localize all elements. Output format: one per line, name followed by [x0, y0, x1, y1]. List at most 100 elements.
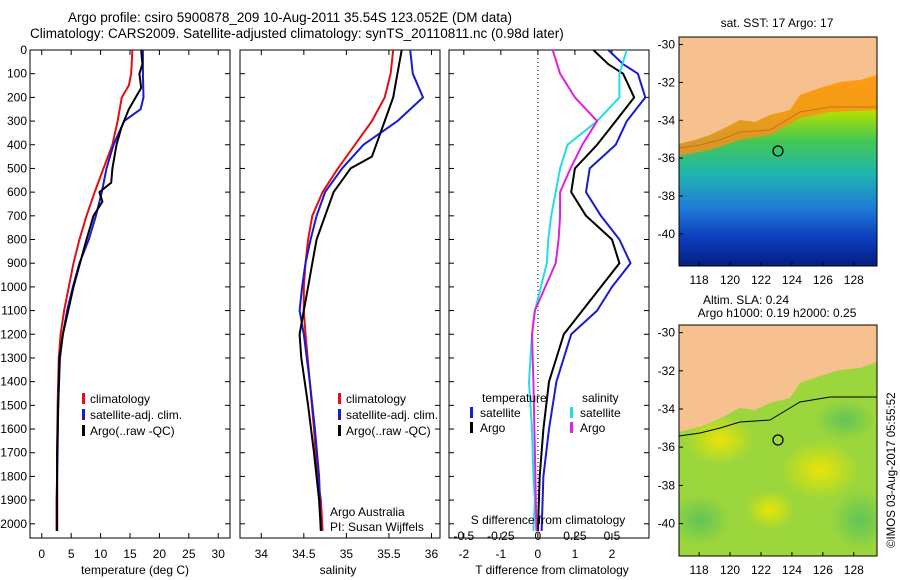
- y-tick-label: 1200: [0, 327, 27, 341]
- x-tick-label: 35: [340, 547, 354, 561]
- salinity-legend: climatology satellite-adj. clim. Argo(..…: [338, 391, 438, 439]
- temperature-legend: climatology satellite-adj. clim. Argo(..…: [82, 391, 182, 439]
- difference-xlabel: T difference from climatology: [475, 563, 629, 577]
- title-line-1: Argo profile: csiro 5900878_209 10-Aug-2…: [68, 10, 513, 25]
- legend-label: satellite-adj. clim.: [90, 408, 183, 422]
- legend-swatch-black: [470, 422, 473, 433]
- map-x-tick-label: 124: [782, 273, 802, 287]
- series-line: [536, 49, 636, 531]
- y-tick-label: 300: [7, 114, 27, 128]
- legend-label: climatology: [90, 392, 151, 406]
- map-x-tick-label: 126: [813, 273, 833, 287]
- map-y-tick-label: -32: [658, 364, 676, 378]
- y-tick-label: 1600: [0, 422, 27, 436]
- x-tick-label: 30: [212, 547, 226, 561]
- y-tick-label: 2000: [0, 517, 27, 531]
- legend-item-climatology: climatology: [338, 391, 438, 407]
- series-line: [298, 49, 403, 531]
- legend-swatch-magenta: [570, 422, 573, 433]
- s-tick-label: -0.5: [453, 529, 474, 543]
- map-x-tick-label: 120: [720, 273, 740, 287]
- legend-title-temperature: temperature: [482, 391, 547, 405]
- legend-swatch-blue: [82, 409, 85, 420]
- x-tick-label: 35.5: [377, 547, 401, 561]
- y-tick-label: 1500: [0, 398, 27, 412]
- x-tick-label: 25: [182, 547, 196, 561]
- legend-label: satellite-adj. clim.: [346, 408, 439, 422]
- x-tick-label: 15: [123, 547, 137, 561]
- y-tick-label: 800: [7, 233, 27, 247]
- difference-legend-salinity: salinity satellite Argo: [570, 391, 621, 436]
- x-tick-label: 0: [38, 547, 45, 561]
- legend-item-t-argo: Argo: [470, 421, 547, 436]
- legend-swatch-black: [82, 425, 85, 436]
- series-line: [56, 49, 144, 531]
- legend-label: Argo: [480, 421, 506, 435]
- legend-item-argo: Argo(..raw -QC): [338, 423, 438, 439]
- legend-item-climatology: climatology: [82, 391, 182, 407]
- map-y-tick-label: -36: [658, 151, 676, 165]
- legend-item-argo: Argo(..raw -QC): [82, 423, 182, 439]
- y-tick-label: 700: [7, 209, 27, 223]
- s-tick-label: 0: [535, 529, 542, 543]
- sla-map-subtitle: Argo h1000: 0.19 h2000: 0.25: [697, 306, 857, 320]
- x-tick-label: 34: [255, 547, 269, 561]
- sla-map-title: Altim. SLA: 0.24: [702, 293, 790, 307]
- sst-argo-marker: [772, 145, 784, 157]
- legend-item-s-argo: Argo: [570, 421, 621, 436]
- sla-map-frame: [678, 324, 878, 557]
- map-y-tick-label: -34: [658, 402, 676, 416]
- map-y-tick-label: -30: [658, 38, 676, 52]
- s-tick-label: 0.25: [563, 529, 587, 543]
- map-y-tick-label: -34: [658, 113, 676, 127]
- map-x-tick-label: 128: [844, 563, 864, 577]
- legend-label: Argo: [580, 421, 606, 435]
- x-tick-label: 2: [609, 547, 616, 561]
- series-line: [302, 49, 395, 531]
- y-tick-label: 1300: [0, 351, 27, 365]
- legend-label: satellite: [480, 406, 521, 420]
- legend-swatch-red: [338, 393, 341, 404]
- x-tick-label: 1: [572, 547, 579, 561]
- map-x-tick-label: 118: [690, 273, 709, 287]
- s-tick-label: 0.5: [604, 529, 621, 543]
- x-tick-label: 36: [425, 547, 439, 561]
- series-line: [540, 49, 647, 531]
- legend-item-satellite: satellite-adj. clim.: [82, 407, 182, 423]
- sst-map-frame: [678, 36, 878, 267]
- map-x-tick-label: 122: [751, 273, 771, 287]
- sst-map-title: sat. SST: 17 Argo: 17: [720, 16, 834, 30]
- series-line: [531, 49, 599, 531]
- map-y-tick-label: -32: [658, 75, 676, 89]
- legend-item-satellite: satellite-adj. clim.: [338, 407, 438, 423]
- series-line: [55, 49, 134, 531]
- argo-australia-note: Argo Australia: [330, 505, 405, 519]
- x-tick-label: 0: [535, 547, 542, 561]
- y-tick-label: 400: [7, 138, 27, 152]
- s-tick-label: -0.25: [487, 529, 515, 543]
- map-x-tick-label: 126: [813, 563, 833, 577]
- difference-legend-temperature: temperature satellite Argo: [470, 391, 547, 436]
- y-tick-label: 600: [7, 185, 27, 199]
- sst-land: [679, 37, 877, 144]
- temperature-xlabel: temperature (deg C): [80, 563, 190, 577]
- map-x-tick-label: 122: [751, 563, 771, 577]
- legend-title-salinity: salinity: [582, 391, 619, 405]
- legend-swatch-black: [338, 425, 341, 436]
- legend-label: climatology: [346, 392, 407, 406]
- x-tick-label: -1: [496, 547, 507, 561]
- x-tick-label: 20: [153, 547, 167, 561]
- difference-panel-frame: [448, 49, 650, 539]
- map-x-tick-label: 120: [720, 563, 740, 577]
- map-x-tick-label: 128: [844, 273, 864, 287]
- title-line-2: Climatology: CARS2009. Satellite-adjuste…: [30, 26, 564, 41]
- sla-land: [679, 325, 877, 432]
- y-tick-label: 200: [7, 90, 27, 104]
- legend-swatch-blue: [470, 407, 473, 418]
- y-tick-label: 1800: [0, 469, 27, 483]
- map-y-tick-label: -38: [658, 478, 676, 492]
- pi-note: PI: Susan Wijffels: [330, 520, 424, 534]
- legend-item-s-satellite: satellite: [570, 406, 621, 421]
- series-line: [56, 50, 145, 531]
